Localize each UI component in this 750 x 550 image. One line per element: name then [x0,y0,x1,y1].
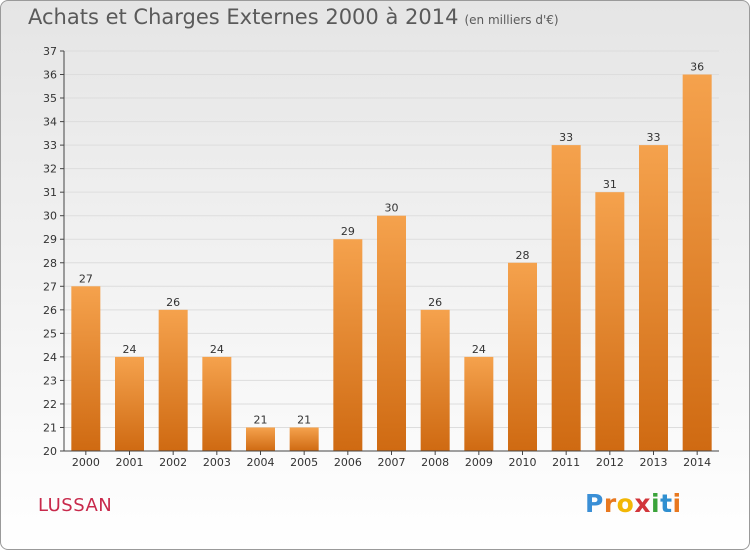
y-tick-label: 34 [43,116,57,129]
y-tick-label: 36 [43,69,57,82]
logo-letter: P [585,489,604,518]
y-tick-label: 21 [43,421,57,434]
bar [71,286,101,451]
x-tick-label: 2001 [116,456,144,469]
y-tick-label: 32 [43,163,57,176]
data-label: 31 [603,178,617,191]
y-tick-label: 29 [43,233,57,246]
x-tick-label: 2009 [465,456,493,469]
data-label: 33 [647,131,661,144]
y-tick-label: 35 [43,92,57,105]
y-tick-label: 20 [43,445,57,458]
axes: 20 21 22 23 24 25 26 27 28 29 30 31 32 33 34 35 36 37 2000… [43,45,719,469]
data-label: 33 [559,131,573,144]
proxiti-logo: Proxiti [585,489,682,518]
chart-title: Achats et Charges Externes 2000 à 2014 (e… [28,5,559,29]
x-tick-label: 2013 [640,456,668,469]
data-label: 24 [123,343,137,356]
bar [420,309,450,451]
x-tick-label: 2000 [72,456,100,469]
x-tick-label: 2014 [683,456,711,469]
logo-letter: t [660,489,673,518]
logo-letter: i [672,489,682,518]
bar [682,74,712,451]
x-tick-label: 2010 [509,456,537,469]
bar [289,427,319,451]
y-tick-label: 30 [43,210,57,223]
x-tick-label: 2011 [552,456,580,469]
data-label: 24 [472,343,486,356]
x-tick-label: 2006 [334,456,362,469]
data-label: 28 [516,249,530,262]
bars: 27 24 26 24 21 21 29 30 26 24 28 33 31 33 36 [71,61,712,452]
bar [158,309,188,451]
chart-title-text: Achats et Charges Externes 2000 à 2014 [28,5,459,29]
y-tick-label: 31 [43,186,57,199]
logo-letter: r [603,489,617,518]
bar [333,239,363,451]
bar [464,356,494,451]
y-tick-label: 24 [43,351,57,364]
y-tick-label: 28 [43,257,57,270]
bar [377,215,406,451]
bar [551,145,581,451]
data-label: 26 [166,296,180,309]
x-tick-label: 2004 [247,456,275,469]
bar [508,262,537,451]
y-tick-label: 23 [43,374,57,387]
y-tick-label: 27 [43,280,57,293]
commune-name: LUSSAN [38,495,113,516]
x-tick-label: 2002 [159,456,187,469]
bar [595,192,625,452]
y-tick-label: 25 [43,327,57,340]
x-tick-label: 2007 [378,456,406,469]
data-label: 30 [385,202,399,215]
data-label: 21 [254,413,268,426]
logo-letter: i [651,489,661,518]
x-tick-label: 2003 [203,456,231,469]
bar [115,356,144,451]
bar [202,356,232,451]
data-label: 27 [79,272,93,285]
data-label: 21 [297,413,311,426]
logo-letter: o [616,489,635,518]
bar [639,145,668,451]
chart-subtitle: (en milliers d'€) [464,13,559,27]
bar [246,427,275,451]
y-tick-label: 26 [43,304,57,317]
x-tick-label: 2005 [290,456,318,469]
y-tick-label: 33 [43,139,57,152]
logo-letter: x [634,489,651,518]
data-label: 29 [341,225,355,238]
data-label: 36 [690,61,704,74]
x-tick-label: 2008 [421,456,449,469]
data-label: 26 [428,296,442,309]
x-tick-label: 2012 [596,456,624,469]
y-tick-label: 37 [43,45,57,58]
data-label: 24 [210,343,224,356]
y-tick-label: 22 [43,398,57,411]
